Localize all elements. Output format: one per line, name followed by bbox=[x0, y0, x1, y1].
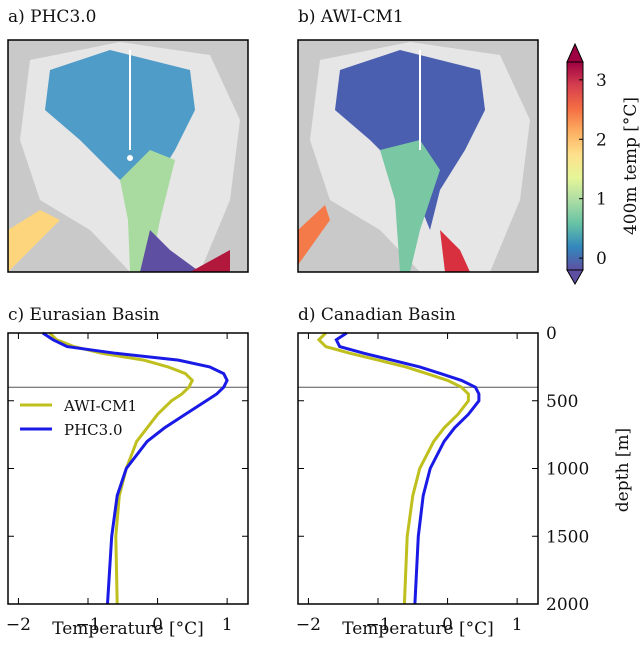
colorbar-extend bbox=[566, 269, 584, 286]
x-tick-label: −2 bbox=[296, 615, 321, 635]
legend-label: AWI-CM1 bbox=[63, 397, 137, 415]
colorbar-tick-label: 3 bbox=[596, 71, 607, 91]
x-tick-label: 0 bbox=[442, 615, 453, 635]
map-b bbox=[298, 40, 538, 272]
profile-line bbox=[48, 331, 195, 605]
colorbar-tick-label: 0 bbox=[596, 249, 607, 269]
x-tick-label: −1 bbox=[365, 615, 390, 635]
map-frame bbox=[297, 39, 539, 273]
colorbar-extend bbox=[566, 42, 584, 63]
map-title: a) PHC3.0 bbox=[8, 7, 96, 27]
legend-label: PHC3.0 bbox=[64, 421, 123, 439]
y-tick-label: 1500 bbox=[546, 527, 589, 547]
map-a bbox=[8, 40, 248, 272]
axes-frame bbox=[297, 332, 539, 605]
y-tick-label: 0 bbox=[546, 324, 557, 344]
y-tick-label: 2000 bbox=[546, 595, 589, 615]
profile-line bbox=[41, 331, 229, 605]
x-axis-label: Temperature [°C] bbox=[342, 619, 494, 639]
y-tick-label: 1000 bbox=[546, 460, 589, 480]
x-tick-label: −2 bbox=[6, 615, 31, 635]
profile-line bbox=[334, 331, 481, 605]
colorbar-tick-label: 1 bbox=[596, 190, 607, 210]
x-tick-label: 1 bbox=[512, 615, 523, 635]
x-tick-label: 1 bbox=[222, 615, 233, 635]
y-axis-label: depth [m] bbox=[613, 428, 633, 512]
x-tick-label: 0 bbox=[152, 615, 163, 635]
axes-frame bbox=[7, 332, 249, 605]
colorbar-label: 400m temp [°C] bbox=[621, 97, 641, 235]
x-axis-label: Temperature [°C] bbox=[52, 619, 204, 639]
colorbar-tick-label: 2 bbox=[596, 130, 607, 150]
profile-line bbox=[316, 331, 470, 605]
axes-title: c) Eurasian Basin bbox=[8, 305, 160, 325]
map-title: b) AWI-CM1 bbox=[298, 7, 404, 27]
y-tick-label: 500 bbox=[546, 392, 578, 412]
colorbar bbox=[566, 61, 584, 271]
axes-title: d) Canadian Basin bbox=[298, 305, 456, 325]
x-tick-label: −1 bbox=[75, 615, 100, 635]
map-frame bbox=[7, 39, 249, 273]
